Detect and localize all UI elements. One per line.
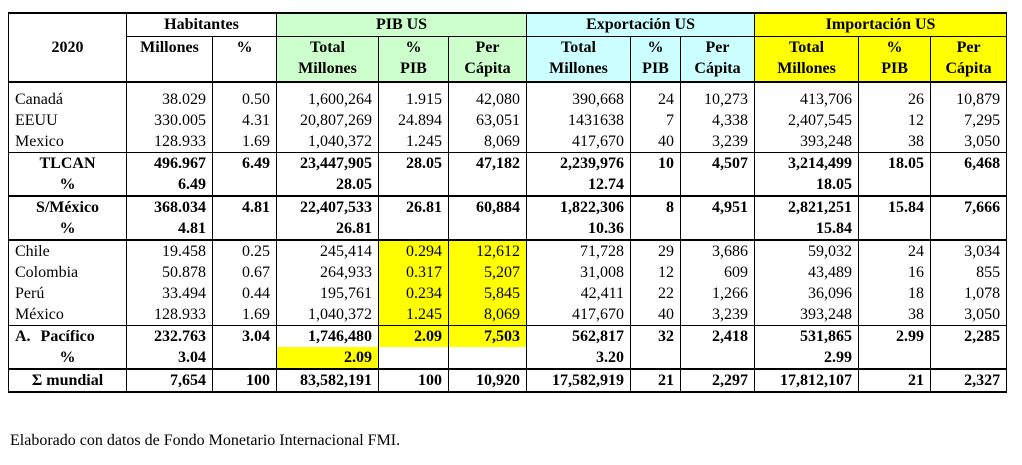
millones-subheader: Millones — [126, 36, 213, 82]
table-row: Colombia 50.878 0.67 264,933 0.317 5,207… — [8, 262, 1008, 283]
table-row: Perú 33.494 0.44 195,761 0.234 5,845 42,… — [8, 283, 1008, 304]
table-row-percent: % 6.49 28.05 12.74 18.05 — [8, 174, 1008, 196]
pib-header: PIB US — [276, 12, 527, 37]
pib-pct-subheader: % PIB — [378, 36, 449, 82]
economic-data-table: 2020 Habitantes PIB US Exportación US Im… — [8, 12, 1008, 393]
export-header: Exportación US — [526, 12, 755, 37]
table-row: Chile 19.458 0.25 245,414 0.294 12,612 7… — [8, 239, 1008, 262]
export-percap-subheader: Per Cápita — [680, 36, 755, 82]
table-row: Mexico 128.933 1.69 1,040,372 1.245 8,06… — [8, 131, 1008, 153]
table-row: Canadá 38.029 0.50 1,600,264 1.915 42,08… — [8, 89, 1008, 110]
table-row-total: A. Pacífico 232.763 3.04 1,746,480 2.09 … — [8, 325, 1008, 347]
year-header: 2020 — [8, 12, 127, 82]
export-pct-subheader: % PIB — [630, 36, 681, 82]
table-row-total: TLCAN 496.967 6.49 23,447,905 28.05 47,1… — [8, 152, 1008, 174]
table-row: EEUU 330.005 4.31 20,807,269 24.894 63,0… — [8, 110, 1008, 131]
table-row-percent: % 4.81 26.81 10.36 15.84 — [8, 218, 1008, 240]
import-total-subheader: Total Millones — [754, 36, 859, 82]
import-percap-subheader: Per Cápita — [930, 36, 1008, 82]
pib-total-subheader: Total Millones — [276, 36, 379, 82]
pct-subheader: % — [211, 36, 277, 82]
table-row-total: S/México 368.034 4.81 22,407,533 26.81 6… — [8, 195, 1008, 218]
pib-percap-subheader: Per Cápita — [448, 36, 527, 82]
table-row-percent: % 3.04 2.09 3.20 2.99 — [8, 347, 1008, 369]
export-total-subheader: Total Millones — [526, 36, 631, 82]
import-pct-subheader: % PIB — [858, 36, 931, 82]
table-row-world: Σ mundial 7,654 100 83,582,191 100 10,92… — [8, 368, 1008, 393]
source-note: Elaborado con datos de Fondo Monetario I… — [10, 432, 401, 449]
habitantes-header: Habitantes — [125, 12, 277, 37]
table-row: México 128.933 1.69 1,040,372 1.245 8,06… — [8, 304, 1008, 326]
import-header: Importación US — [754, 12, 1008, 37]
